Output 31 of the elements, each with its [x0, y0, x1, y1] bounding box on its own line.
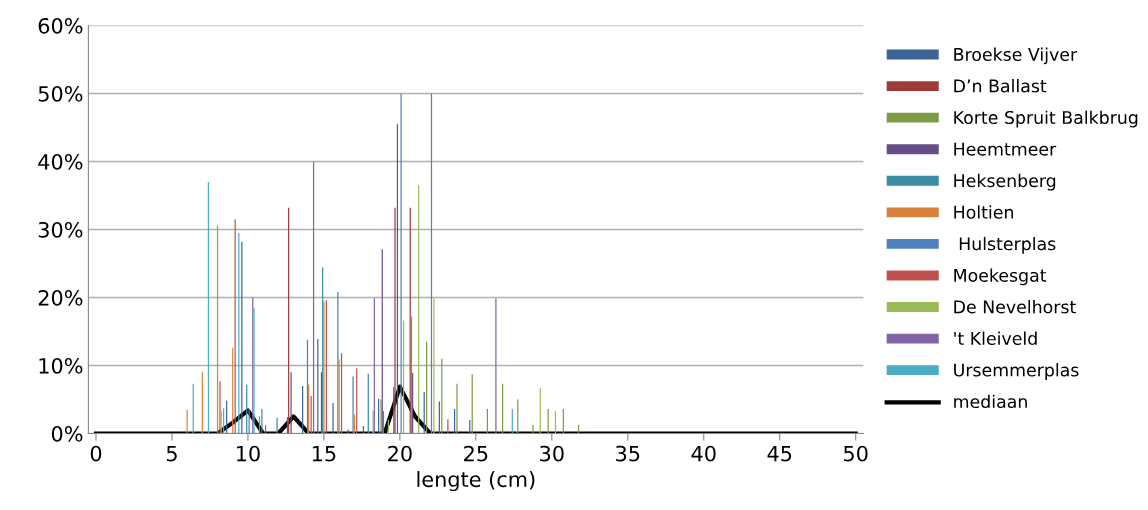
- y-tick-label: 30%: [38, 221, 83, 238]
- legend-label: Broekse Vijver: [954, 47, 1078, 65]
- y-tick-label: 40%: [38, 153, 83, 170]
- legend-label: 't Kleiveld: [954, 331, 1037, 345]
- x-axis-title: lengte (cm): [417, 471, 535, 492]
- legend-label: Ursemmerplas: [954, 363, 1079, 380]
- legend-label: D’n Ballast: [954, 79, 1047, 93]
- legend-label: Holtien: [954, 205, 1013, 219]
- x-tick-label: 10: [236, 445, 260, 462]
- legend-label: Heemtmeer: [954, 142, 1057, 156]
- y-tick-label: 10%: [39, 357, 83, 374]
- legend-label: Korte Spruit Balkbrug: [954, 110, 1138, 128]
- legend-label: De Nevelhorst: [954, 300, 1076, 314]
- x-tick-label: 40: [691, 445, 716, 462]
- x-tick-label: 45: [767, 445, 792, 462]
- legend-label: Heksenberg: [954, 173, 1056, 191]
- x-tick-label: 30: [540, 445, 564, 462]
- legend-label: Moekesgat: [954, 268, 1047, 286]
- y-tick-label: 0%: [51, 425, 83, 442]
- x-tick-label: 50: [844, 445, 868, 462]
- x-tick-label: 35: [616, 445, 640, 462]
- legend-label: Hulsterplas: [959, 236, 1056, 254]
- legend-label: mediaan: [954, 394, 1027, 409]
- y-tick-label: 50%: [38, 85, 83, 102]
- y-tick-label: 20%: [38, 289, 83, 306]
- x-tick-label: 25: [464, 445, 488, 462]
- x-tick-label: 15: [312, 445, 336, 462]
- x-tick-label: 0: [90, 445, 102, 462]
- x-tick-label: 20: [388, 445, 412, 462]
- y-tick-label: 60%: [38, 17, 83, 34]
- x-tick-label: 5: [166, 445, 177, 462]
